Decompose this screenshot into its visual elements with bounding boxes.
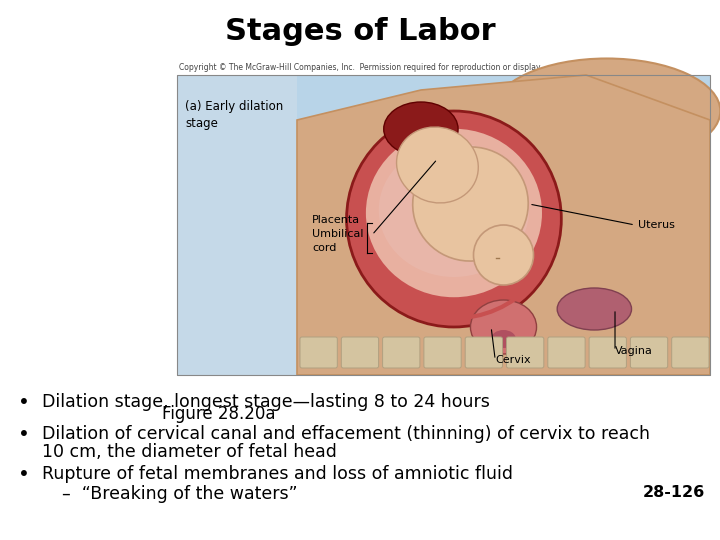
FancyBboxPatch shape [548,337,585,368]
Text: Copyright © The McGraw-Hill Companies, Inc.  Permission required for reproductio: Copyright © The McGraw-Hill Companies, I… [179,64,541,72]
Text: Cervix: Cervix [495,355,531,365]
Text: •: • [18,465,30,484]
Text: cord: cord [312,243,336,253]
Text: Dilation stage, longest stage—lasting 8 to 24 hours: Dilation stage, longest stage—lasting 8 … [42,393,490,411]
Ellipse shape [366,129,542,297]
FancyBboxPatch shape [589,337,626,368]
Text: Umbilical: Umbilical [312,229,364,239]
FancyBboxPatch shape [424,337,462,368]
Text: (a) Early dilation
stage: (a) Early dilation stage [185,100,283,130]
FancyBboxPatch shape [465,337,503,368]
Text: Stages of Labor: Stages of Labor [225,17,495,46]
Ellipse shape [491,330,516,348]
Text: Figure 28.20a: Figure 28.20a [162,405,276,423]
Ellipse shape [557,288,631,330]
FancyBboxPatch shape [506,337,544,368]
FancyBboxPatch shape [672,337,709,368]
Bar [297,75,710,210]
Text: •: • [18,425,30,444]
Ellipse shape [384,102,458,156]
Bar [177,75,297,375]
Ellipse shape [470,300,536,354]
Text: 28-126: 28-126 [643,485,705,500]
Text: Placenta: Placenta [312,215,360,225]
Text: 10 cm, the diameter of fetal head: 10 cm, the diameter of fetal head [42,443,337,461]
Ellipse shape [346,111,562,327]
FancyBboxPatch shape [631,337,667,368]
FancyBboxPatch shape [341,337,379,368]
Ellipse shape [397,127,478,203]
Circle shape [474,225,534,285]
Ellipse shape [379,143,529,277]
FancyBboxPatch shape [297,75,710,375]
Bar [297,75,710,375]
FancyBboxPatch shape [382,337,420,368]
Text: Uterus: Uterus [638,220,675,230]
Ellipse shape [493,58,720,164]
Text: Rupture of fetal membranes and loss of amniotic fluid: Rupture of fetal membranes and loss of a… [42,465,513,483]
Text: –  “Breaking of the waters”: – “Breaking of the waters” [62,485,297,503]
Text: •: • [18,393,30,412]
Polygon shape [297,75,710,375]
FancyBboxPatch shape [300,337,337,368]
Bar [177,75,710,375]
Ellipse shape [413,147,528,261]
Text: Vagina: Vagina [615,346,653,356]
Text: Dilation of cervical canal and effacement (thinning) of cervix to reach: Dilation of cervical canal and effacemen… [42,425,650,443]
